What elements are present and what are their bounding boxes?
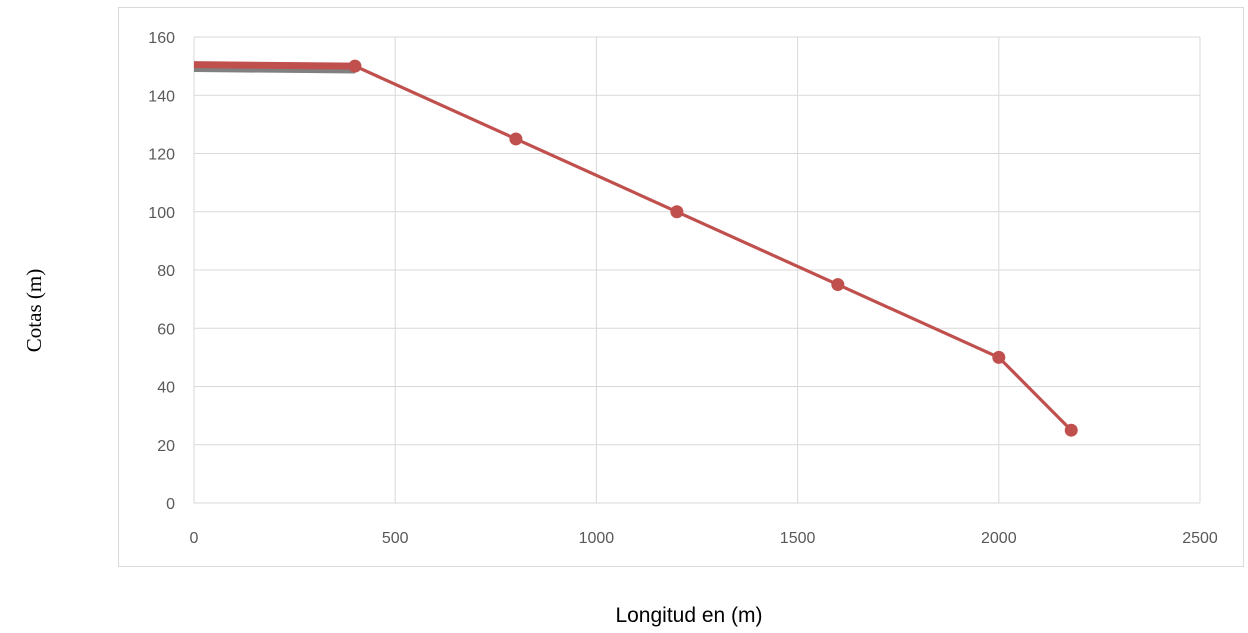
y-tick-label: 160 [148, 30, 175, 47]
tick-labels: 0 20 40 60 80 100 120 140 160 0 500 1000 1500 2000 250… [148, 30, 1218, 547]
x-tick-label: 2500 [1182, 530, 1218, 547]
y-tick-label: 120 [148, 147, 175, 164]
data-point [509, 132, 523, 146]
y-tick-label: 80 [157, 263, 175, 280]
x-tick-label: 2000 [981, 530, 1017, 547]
data-point [831, 278, 845, 292]
data-point [348, 59, 362, 73]
series-line-gray [193, 66, 356, 74]
data-point [1064, 423, 1078, 437]
axes [193, 37, 1200, 504]
x-tick-label: 500 [382, 530, 409, 547]
y-tick-label: 20 [157, 438, 175, 455]
y-tick-label: 100 [148, 205, 175, 222]
gridlines [194, 36, 1201, 503]
x-axis-title: Longitud en (m) [615, 604, 763, 627]
data-point [670, 205, 684, 219]
series-layer [193, 59, 1078, 437]
y-axis-title: Cotas (m) [20, 250, 50, 370]
y-tick-label: 40 [157, 380, 175, 397]
x-tick-label: 1000 [579, 530, 615, 547]
series-line-red [193, 63, 1073, 432]
y-tick-label: 140 [148, 88, 175, 105]
y-axis-title-text: Cotas (m) [22, 268, 47, 352]
y-tick-label: 0 [166, 496, 175, 513]
chart-area [118, 7, 1244, 567]
x-tick-label: 1500 [780, 530, 816, 547]
x-tick-label: 0 [190, 530, 199, 547]
y-tick-label: 60 [157, 321, 175, 338]
data-point [992, 350, 1006, 364]
